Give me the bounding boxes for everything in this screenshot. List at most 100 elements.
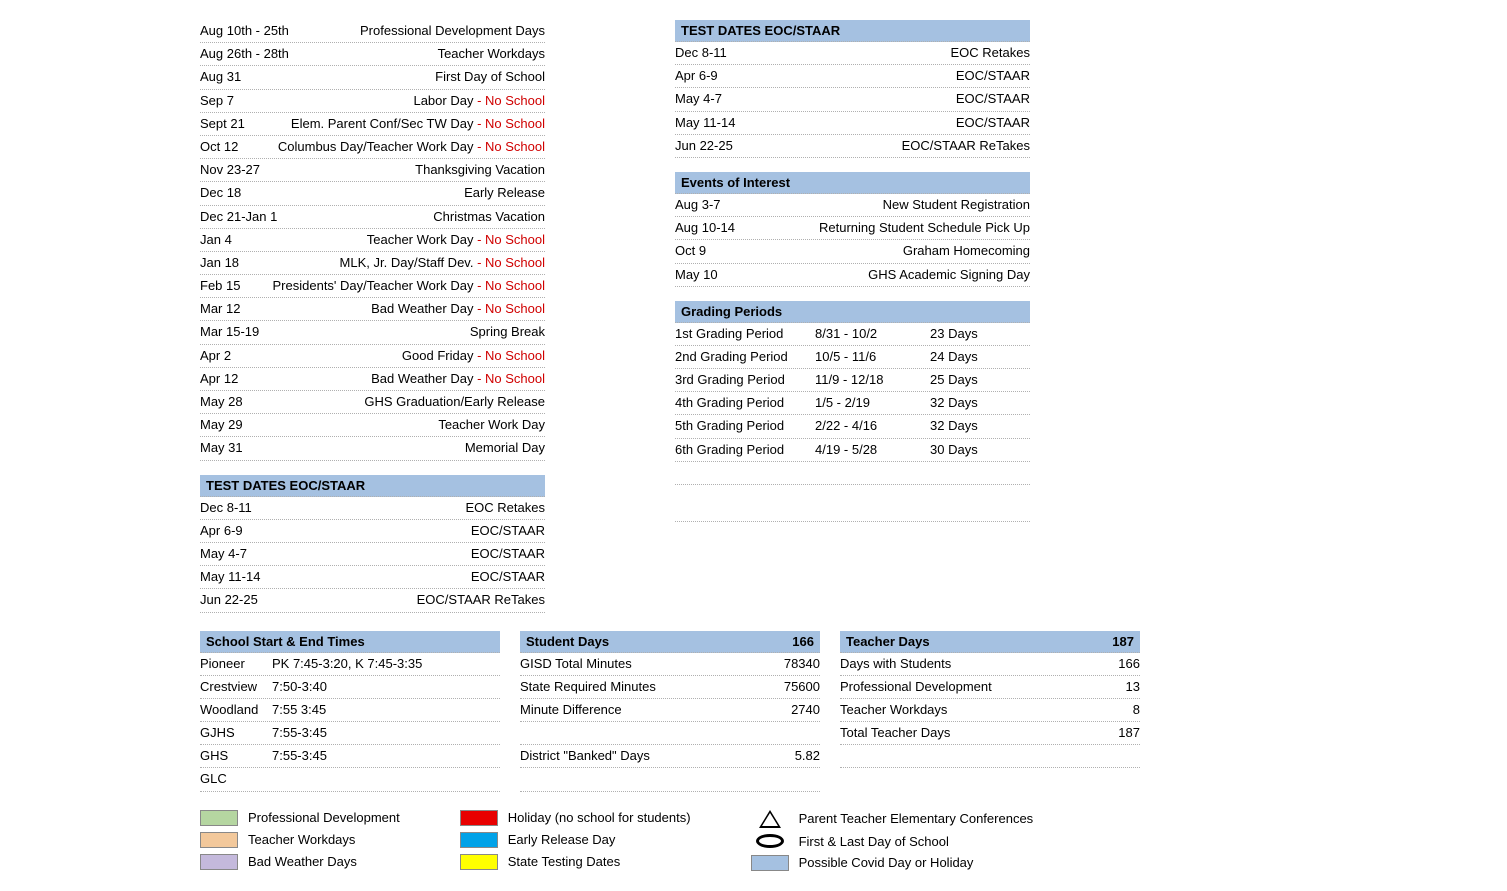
school-time: 7:55-3:45 [272, 747, 500, 765]
color-swatch [751, 855, 789, 871]
test-row-date: Jun 22-25 [675, 137, 733, 155]
oval-icon [756, 834, 784, 848]
calendar-date: Dec 21-Jan 1 [200, 208, 277, 226]
student-header-label: Student Days [526, 634, 792, 649]
calendar-date: May 29 [200, 416, 243, 434]
grading-range: 4/19 - 5/28 [815, 441, 930, 459]
event-row-desc: Returning Student Schedule Pick Up [735, 219, 1030, 237]
test-row-desc: EOC/STAAR [260, 568, 545, 586]
test-row-desc: EOC/STAAR [247, 545, 545, 563]
grading-row: 5th Grading Period2/22 - 4/1632 Days [675, 415, 1030, 438]
test-dates-header-left: TEST DATES EOC/STAAR [200, 475, 545, 497]
calendar-date: Apr 12 [200, 370, 238, 388]
student-column: Student Days 166 GISD Total Minutes78340… [520, 631, 820, 792]
legend-item: Parent Teacher Elementary Conferences [751, 810, 1034, 828]
teacher-header: Teacher Days 187 [840, 631, 1140, 653]
grading-row: 2nd Grading Period10/5 - 11/624 Days [675, 346, 1030, 369]
student-stat-row-val: 2740 [791, 701, 820, 719]
calendar-row: Dec 18Early Release [200, 182, 545, 205]
test-row-desc: EOC/STAAR [243, 522, 545, 540]
legend-item: Holiday (no school for students) [460, 810, 691, 826]
teacher-stat-row-val: 13 [1126, 678, 1140, 696]
no-school-label: - No School [473, 139, 545, 154]
event-row: Aug 10-14Returning Student Schedule Pick… [675, 217, 1030, 240]
grading-name: 1st Grading Period [675, 325, 815, 343]
legend-item: Bad Weather Days [200, 854, 400, 870]
grading-header: Grading Periods [675, 301, 1030, 323]
event-row-desc: New Student Registration [721, 196, 1030, 214]
test-row-date: Dec 8-11 [675, 44, 727, 62]
calendar-row: Sep 7Labor Day - No School [200, 90, 545, 113]
calendar-date: Apr 2 [200, 347, 231, 365]
grading-range: 2/22 - 4/16 [815, 417, 930, 435]
test-row-desc: EOC/STAAR [718, 67, 1030, 85]
calendar-date: May 28 [200, 393, 243, 411]
calendar-row: May 29Teacher Work Day [200, 414, 545, 437]
teacher-stat-row-val: 166 [1118, 655, 1140, 673]
legend-label: State Testing Dates [508, 854, 621, 869]
teacher-stat-row: Teacher Workdays8 [840, 699, 1140, 722]
student-stat-row-val: 78340 [784, 655, 820, 673]
school-time: 7:50-3:40 [272, 678, 500, 696]
color-swatch [460, 810, 498, 826]
test-row-date: Jun 22-25 [200, 591, 258, 609]
times-row: GLC [200, 768, 500, 791]
calendar-desc: Bad Weather Day - No School [240, 300, 545, 318]
school-name: Crestview [200, 678, 272, 696]
legend-label: First & Last Day of School [799, 834, 949, 849]
calendar-desc: Teacher Work Day [243, 416, 545, 434]
student-stat-row: GISD Total Minutes78340 [520, 653, 820, 676]
calendar-row: Dec 21-Jan 1Christmas Vacation [200, 206, 545, 229]
test-row: Apr 6-9EOC/STAAR [675, 65, 1030, 88]
test-row-desc: EOC/STAAR [735, 114, 1030, 132]
calendar-date: Jan 4 [200, 231, 232, 249]
calendar-row: Aug 26th - 28thTeacher Workdays [200, 43, 545, 66]
event-row: Aug 3-7New Student Registration [675, 194, 1030, 217]
calendar-desc: Good Friday - No School [231, 347, 545, 365]
grading-days: 25 Days [930, 371, 1030, 389]
test-row: Dec 8-11EOC Retakes [200, 497, 545, 520]
times-row: PioneerPK 7:45-3:20, K 7:45-3:35 [200, 653, 500, 676]
school-time [272, 770, 500, 788]
event-row-desc: Graham Homecoming [706, 242, 1030, 260]
legend-item: State Testing Dates [460, 854, 691, 870]
grading-name: 3rd Grading Period [675, 371, 815, 389]
calendar-date: Nov 23-27 [200, 161, 260, 179]
test-row: May 4-7EOC/STAAR [675, 88, 1030, 111]
test-row: May 4-7EOC/STAAR [200, 543, 545, 566]
calendar-row: Oct 12Columbus Day/Teacher Work Day - No… [200, 136, 545, 159]
event-row-date: May 10 [675, 266, 718, 284]
calendar-desc: Columbus Day/Teacher Work Day - No Schoo… [238, 138, 545, 156]
student-header-val: 166 [792, 634, 814, 649]
grading-range: 1/5 - 2/19 [815, 394, 930, 412]
test-row: May 11-14EOC/STAAR [200, 566, 545, 589]
calendar-date: Sep 7 [200, 92, 234, 110]
calendar-date: Dec 18 [200, 184, 241, 202]
school-name: GJHS [200, 724, 272, 742]
teacher-blank [840, 745, 1140, 768]
test-row: Jun 22-25EOC/STAAR ReTakes [675, 135, 1030, 158]
legend-label: Possible Covid Day or Holiday [799, 855, 974, 870]
legend-item: Possible Covid Day or Holiday [751, 855, 1034, 871]
events-header: Events of Interest [675, 172, 1030, 194]
teacher-stat-row: Total Teacher Days187 [840, 722, 1140, 745]
test-row: Dec 8-11EOC Retakes [675, 42, 1030, 65]
color-swatch [200, 854, 238, 870]
no-school-label: - No School [473, 278, 545, 293]
calendar-row: May 28GHS Graduation/Early Release [200, 391, 545, 414]
calendar-row: Sept 21Elem. Parent Conf/Sec TW Day - No… [200, 113, 545, 136]
calendar-date: Mar 15-19 [200, 323, 259, 341]
times-row: GJHS7:55-3:45 [200, 722, 500, 745]
calendar-row: Feb 15Presidents' Day/Teacher Work Day -… [200, 275, 545, 298]
grading-footer-blank [675, 462, 1030, 485]
test-row-date: May 4-7 [200, 545, 247, 563]
legend-label: Professional Development [248, 810, 400, 825]
test-row: Jun 22-25EOC/STAAR ReTakes [200, 589, 545, 612]
test-row-date: May 11-14 [200, 568, 260, 586]
right-column: TEST DATES EOC/STAAR Dec 8-11EOC Retakes… [675, 20, 1030, 613]
test-row-desc: EOC/STAAR ReTakes [258, 591, 545, 609]
grading-row: 1st Grading Period8/31 - 10/223 Days [675, 323, 1030, 346]
calendar-row: Jan 4Teacher Work Day - No School [200, 229, 545, 252]
test-row-desc: EOC/STAAR ReTakes [733, 137, 1030, 155]
color-swatch [460, 854, 498, 870]
